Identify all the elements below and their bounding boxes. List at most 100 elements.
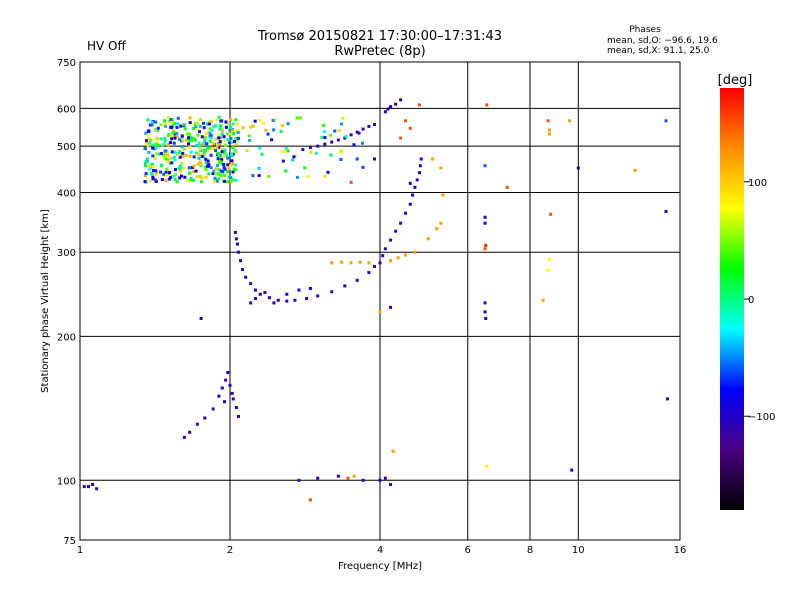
data-point [218, 160, 222, 164]
data-point [330, 290, 334, 294]
data-point [267, 296, 271, 300]
x-tick-label: 4 [377, 545, 383, 556]
y-tick-label: 750 [57, 58, 76, 69]
data-point [192, 170, 196, 174]
data-point [151, 154, 155, 158]
data-point [195, 422, 199, 426]
x-tick-label: 1 [77, 545, 83, 556]
data-point [182, 435, 186, 439]
data-point [170, 121, 174, 125]
data-point [417, 171, 421, 175]
data-point [271, 118, 275, 122]
data-point [373, 123, 377, 127]
data-point [187, 142, 191, 146]
data-point [253, 119, 257, 123]
data-point [391, 449, 395, 453]
data-point [200, 176, 204, 180]
y-tick-label: 300 [57, 248, 76, 259]
data-point [226, 156, 230, 160]
data-point [153, 128, 157, 132]
data-point [205, 142, 209, 146]
data-point [143, 164, 147, 168]
data-point [215, 172, 219, 176]
data-point [143, 147, 147, 151]
data-point [322, 130, 326, 134]
data-point [209, 166, 213, 170]
data-point [411, 193, 415, 197]
data-point [195, 175, 199, 179]
data-point [198, 147, 202, 151]
data-point [190, 136, 194, 140]
data-point [217, 115, 221, 119]
data-point [154, 170, 158, 174]
data-point [164, 179, 168, 183]
data-point [146, 133, 150, 137]
data-point [355, 157, 359, 161]
data-point [215, 179, 219, 183]
data-point [217, 172, 221, 176]
data-point [145, 159, 149, 163]
data-point [361, 127, 365, 131]
data-point [150, 162, 154, 166]
data-point [665, 397, 669, 401]
data-point [217, 146, 221, 150]
data-point [270, 138, 274, 142]
data-point [163, 136, 167, 140]
data-point [228, 128, 232, 132]
data-point [326, 170, 330, 174]
data-point [166, 151, 170, 155]
data-point [209, 153, 213, 157]
data-point [147, 150, 151, 154]
data-point [633, 168, 637, 172]
data-point [200, 154, 204, 158]
data-point [217, 177, 221, 181]
data-point [248, 138, 252, 142]
data-point [322, 123, 326, 127]
data-point [196, 133, 200, 137]
data-point [235, 129, 239, 133]
data-point [180, 161, 184, 165]
data-point [211, 146, 215, 150]
data-point [144, 139, 148, 143]
x-tick-label: 2 [227, 545, 233, 556]
data-point [208, 127, 212, 131]
y-tick-label: 200 [57, 332, 76, 343]
data-point [187, 136, 191, 140]
data-point [217, 133, 221, 137]
data-point [235, 242, 239, 246]
data-point [173, 158, 177, 162]
data-point [198, 118, 202, 122]
data-point [234, 237, 238, 241]
data-point [367, 124, 371, 128]
data-point [229, 137, 233, 141]
data-point [245, 149, 249, 153]
data-point [344, 135, 348, 139]
data-point [203, 416, 207, 420]
data-point [86, 485, 90, 489]
data-point [164, 157, 168, 161]
data-point [222, 162, 226, 166]
data-point [378, 310, 382, 314]
data-point [337, 129, 341, 133]
data-point [204, 168, 208, 172]
data-point [148, 123, 152, 127]
data-point [570, 468, 574, 472]
data-point [196, 128, 200, 132]
data-point [396, 256, 400, 260]
data-point [166, 158, 170, 162]
data-point [202, 126, 206, 130]
data-point [188, 116, 192, 120]
data-point [222, 166, 226, 170]
data-point [228, 141, 232, 145]
data-point [567, 119, 571, 123]
data-point [336, 474, 340, 478]
data-point [220, 162, 224, 166]
data-point [214, 167, 218, 171]
data-point [190, 139, 194, 143]
data-point [145, 140, 149, 144]
data-point [194, 125, 198, 129]
stats-heading: Phases [629, 25, 661, 35]
data-point [224, 120, 228, 124]
data-point [279, 129, 283, 133]
data-point [305, 297, 309, 301]
